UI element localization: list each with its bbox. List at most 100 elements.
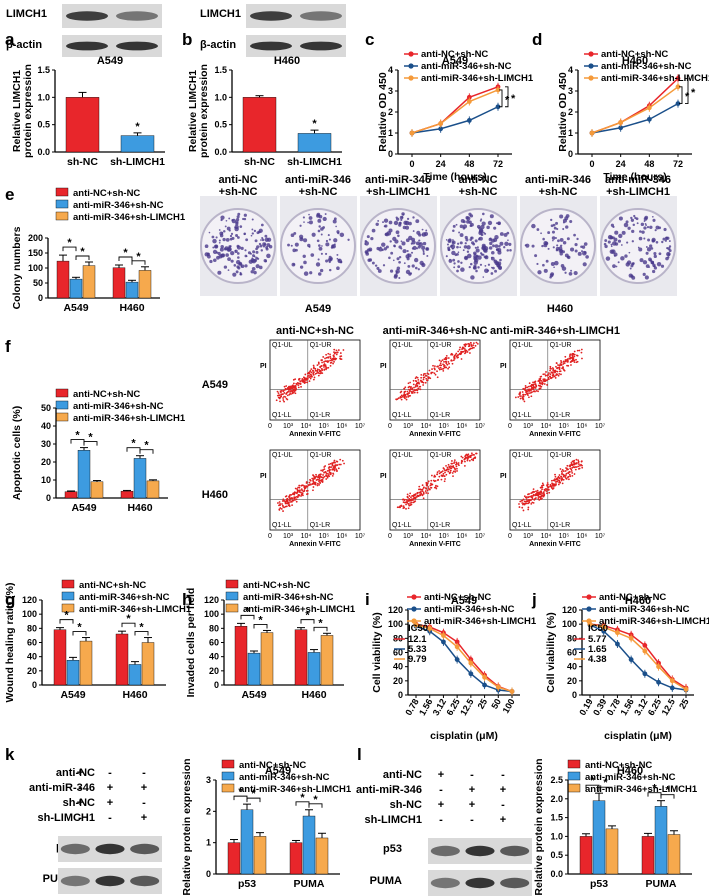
legend-swatch <box>221 783 235 793</box>
colony-dot <box>227 269 230 271</box>
colony-dot <box>493 226 497 230</box>
event-dot <box>336 469 338 472</box>
series-line <box>415 624 513 693</box>
event-dot <box>468 344 471 347</box>
event-dot <box>519 395 521 397</box>
event-dot <box>436 471 439 474</box>
quadrant-label: Q1-UL <box>392 342 413 349</box>
colony-dot <box>465 216 469 220</box>
event-dot <box>319 365 321 368</box>
colony-dot <box>388 256 391 260</box>
event-dot <box>328 465 331 468</box>
colony-dot <box>421 245 426 250</box>
event-dot <box>517 396 520 398</box>
event-dot <box>325 367 327 369</box>
event-dot <box>314 368 317 370</box>
event-dot <box>440 360 443 363</box>
ic50-value: 12.1 <box>408 634 427 645</box>
event-dot <box>283 500 286 502</box>
colony-dot <box>382 221 384 224</box>
x-axis-label: Annexin V-FITC <box>409 431 461 438</box>
colony-plate-image <box>440 196 517 296</box>
event-dot <box>578 463 580 466</box>
colony-dot <box>562 241 567 245</box>
colony-dot <box>550 218 553 222</box>
colony-dot <box>639 230 642 233</box>
event-dot <box>570 461 573 464</box>
colony-dot <box>645 264 650 268</box>
event-dot <box>571 356 574 358</box>
colony-dot <box>417 268 420 271</box>
significance-star: * <box>67 237 72 249</box>
legend-swatch <box>225 603 239 613</box>
event-dot <box>560 470 563 473</box>
colony-dot <box>418 239 421 242</box>
data-point <box>441 633 446 638</box>
colony-dot <box>621 230 626 235</box>
event-dot <box>466 459 469 462</box>
event-dot <box>476 342 479 345</box>
event-dot <box>325 368 327 371</box>
colony-dot <box>397 234 400 238</box>
colony-dot <box>291 262 296 267</box>
event-dot <box>411 388 414 391</box>
data-point <box>482 674 487 680</box>
event-dot <box>403 498 406 501</box>
chart-title: H460 <box>622 55 648 67</box>
chart-title: A549 <box>97 55 123 67</box>
event-dot <box>445 355 448 357</box>
colony-dot <box>235 220 239 224</box>
event-dot <box>298 484 301 487</box>
event-dot <box>461 346 464 349</box>
colony-dot <box>559 244 563 247</box>
event-dot <box>412 383 415 386</box>
x-tick-label: 0.19 <box>577 697 594 717</box>
colony-dot <box>242 217 245 221</box>
x-tick-label: 10⁵ <box>319 533 330 540</box>
colony-dot <box>294 242 299 247</box>
event-dot <box>470 343 473 346</box>
colony-plate-image <box>520 196 597 296</box>
data-point <box>495 684 501 690</box>
colony-dot <box>425 229 428 232</box>
event-dot <box>419 494 422 497</box>
event-dot <box>302 381 305 384</box>
colony-dot <box>634 216 637 220</box>
event-dot <box>530 383 533 386</box>
event-dot <box>560 359 562 362</box>
event-dot <box>438 472 441 475</box>
event-dot <box>279 396 282 399</box>
blot-band <box>430 877 460 889</box>
colony-dot <box>421 228 424 231</box>
blot-band <box>465 845 495 857</box>
event-dot <box>580 348 583 351</box>
event-dot <box>308 374 310 377</box>
significance-bracket <box>300 619 315 624</box>
event-dot <box>312 378 315 381</box>
panel-label-d: d <box>532 30 542 49</box>
event-dot <box>440 478 443 481</box>
colony-dot <box>384 224 388 228</box>
event-dot <box>317 362 320 365</box>
event-dot <box>528 382 531 385</box>
event-dot <box>464 456 467 459</box>
event-dot <box>545 371 547 373</box>
event-dot <box>331 464 334 467</box>
colony-dot <box>211 235 215 239</box>
event-dot <box>333 467 336 470</box>
y-tick-label: 120 <box>204 595 219 605</box>
event-dot <box>292 378 295 381</box>
colony-dot <box>476 246 479 249</box>
x-tick-label: 10⁷ <box>595 423 606 430</box>
event-dot <box>529 495 531 498</box>
colony-dot <box>637 246 640 249</box>
x-tick-label: H460 <box>122 689 147 701</box>
colony-dot <box>618 216 623 221</box>
event-dot <box>438 367 440 370</box>
colony-dot <box>402 225 407 230</box>
event-dot <box>326 476 329 479</box>
colony-dot <box>660 264 665 268</box>
event-dot <box>549 369 551 372</box>
data-point <box>683 686 689 692</box>
colony-dot <box>325 259 329 263</box>
